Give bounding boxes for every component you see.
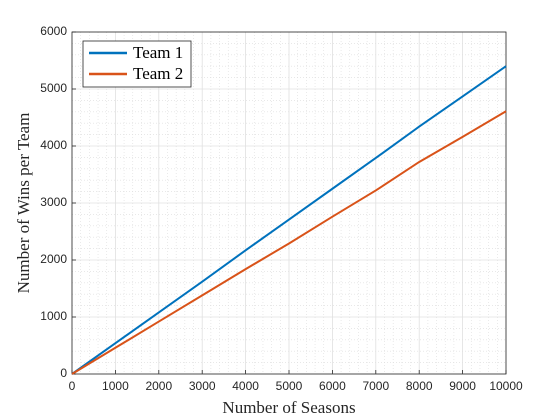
x-tick-label: 6000: [319, 379, 346, 393]
y-tick-label: 1000: [40, 309, 67, 323]
y-tick-label: 2000: [40, 252, 67, 266]
y-tick-label: 4000: [40, 138, 67, 152]
x-tick-label: 10000: [489, 379, 523, 393]
x-tick-label: 9000: [449, 379, 476, 393]
x-axis-label: Number of Seasons: [222, 398, 355, 417]
x-tick-label: 3000: [189, 379, 216, 393]
legend-label: Team 1: [133, 43, 183, 62]
y-tick-label: 6000: [40, 24, 67, 38]
series-line: [71, 110, 507, 375]
x-tick-label: 8000: [406, 379, 433, 393]
legend: Team 1 Team 2: [82, 40, 192, 88]
x-tick-label: 0: [69, 379, 76, 393]
x-tick-label: 4000: [232, 379, 259, 393]
legend-box: [82, 40, 192, 88]
x-tick-label: 1000: [102, 379, 129, 393]
y-tick-label: 3000: [40, 195, 67, 209]
series-line: [71, 65, 507, 375]
x-tick-label: 2000: [145, 379, 172, 393]
y-axis-label: Number of Wins per Team: [14, 113, 33, 294]
y-tick-label: 5000: [40, 81, 67, 95]
axes-box: [71, 31, 507, 375]
x-tick-label: 7000: [362, 379, 389, 393]
x-tick-label: 5000: [276, 379, 303, 393]
y-tick-label: 0: [60, 366, 67, 380]
legend-label: Team 2: [133, 64, 183, 83]
